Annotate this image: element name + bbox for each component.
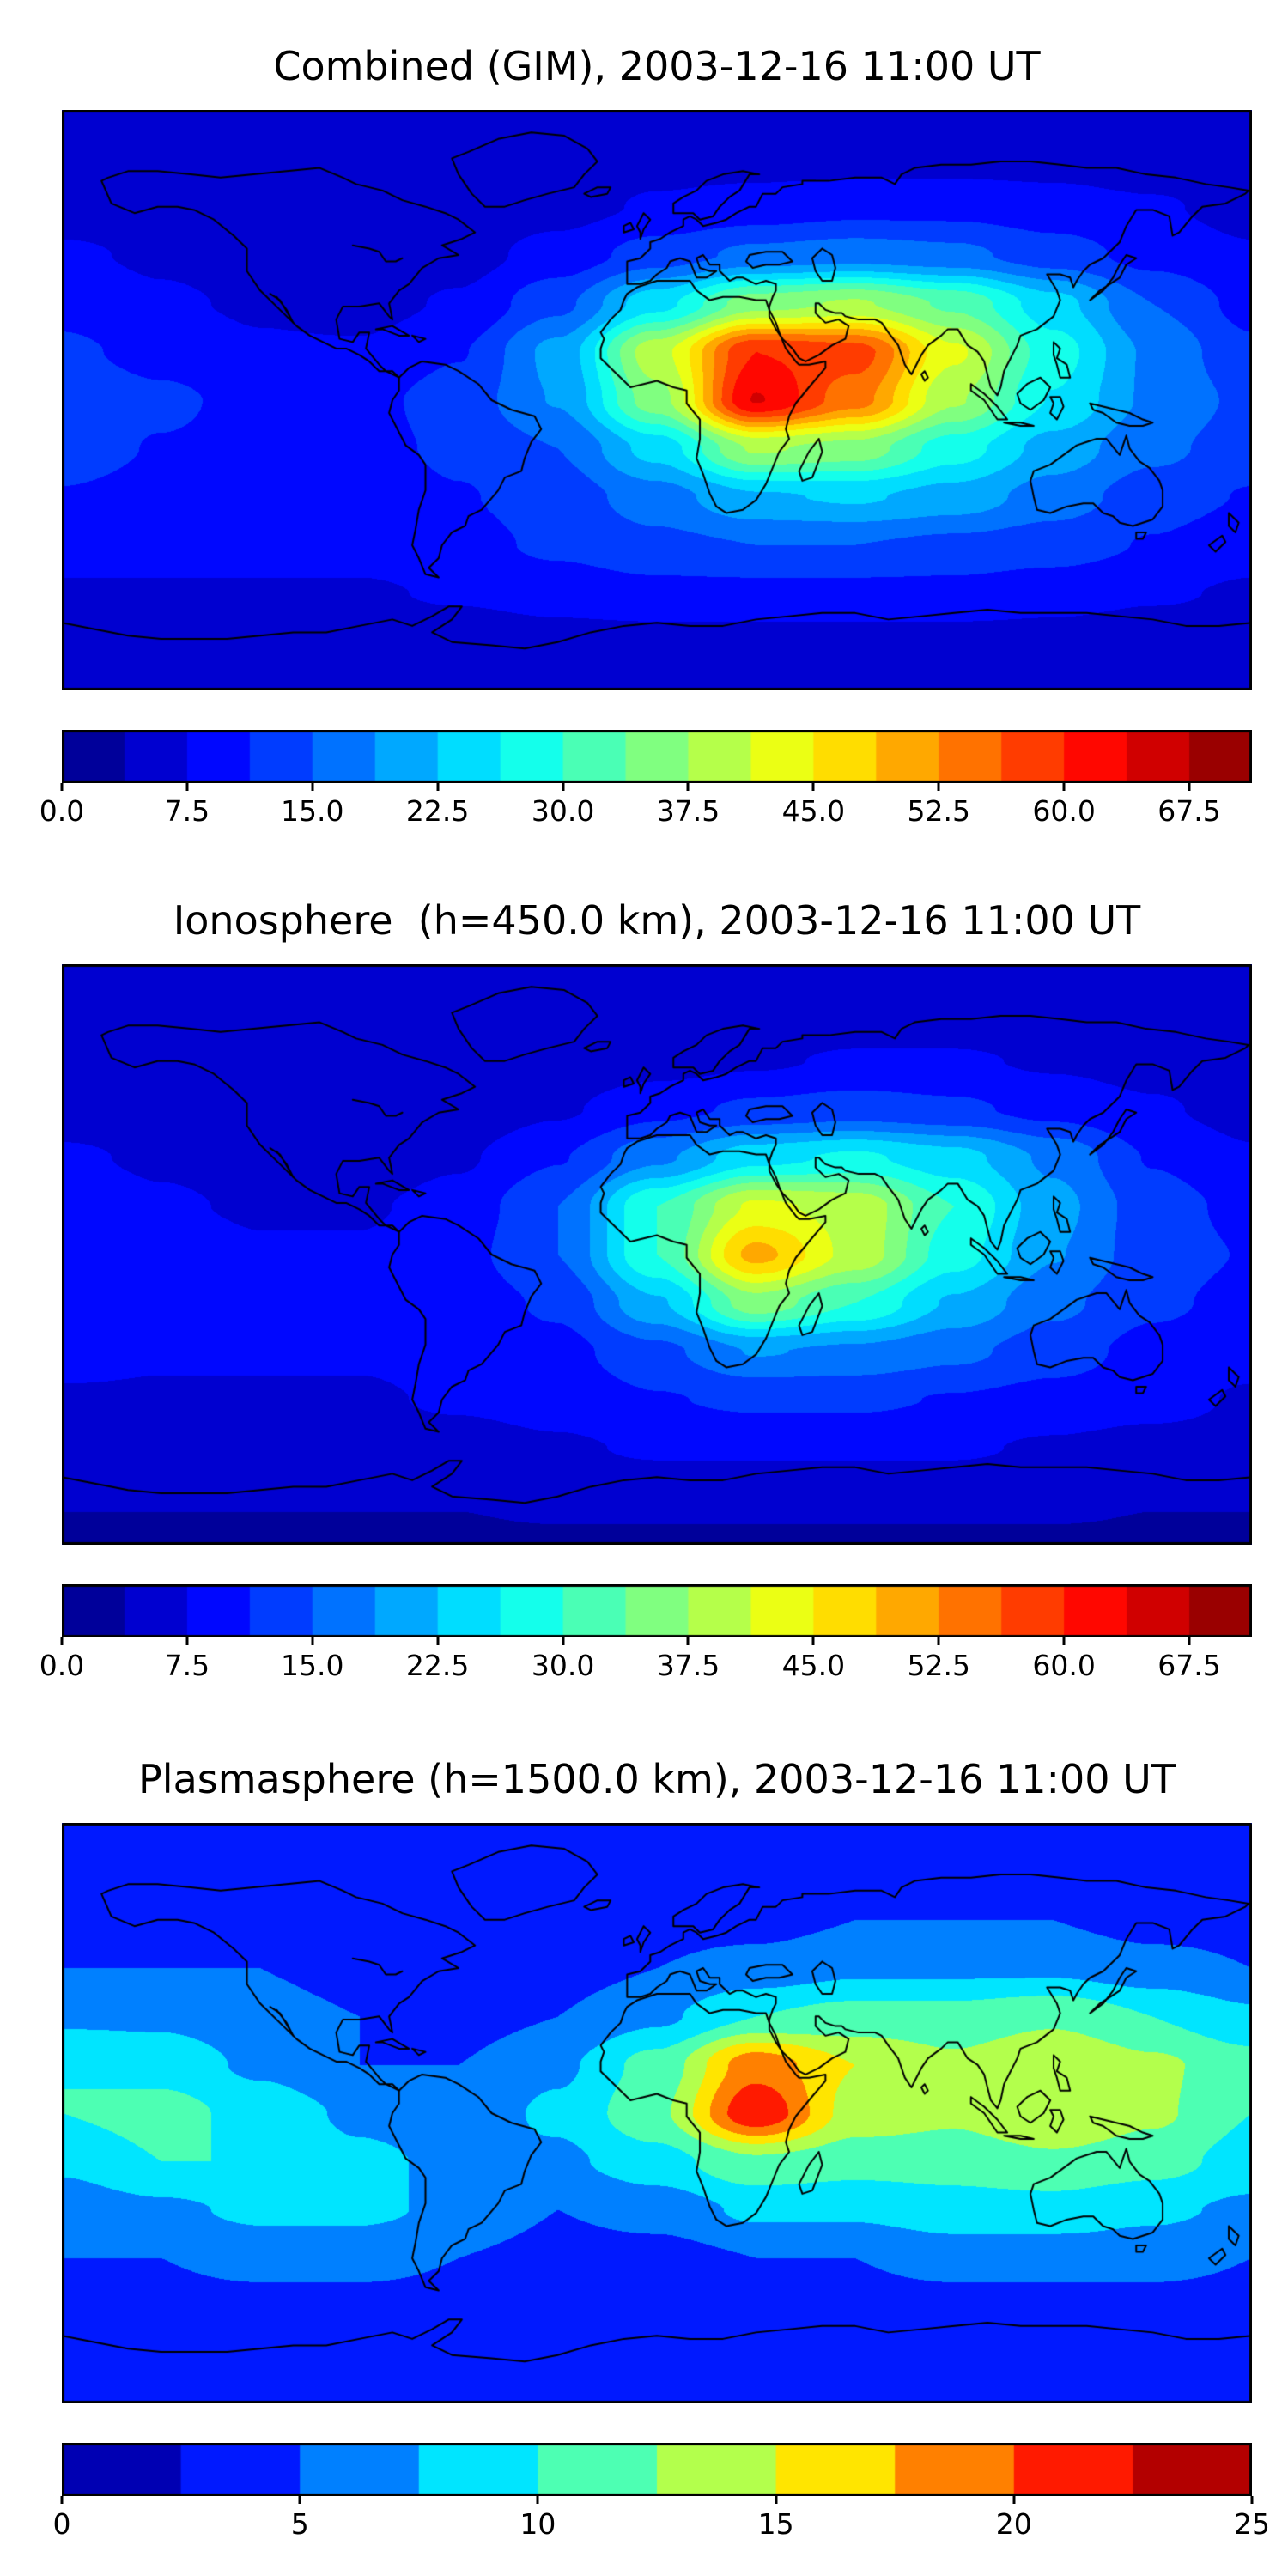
colorbar-tick-label: 45.0 [781, 794, 846, 828]
colorbar-tick-mark [1188, 1637, 1191, 1645]
colorbar-tick-mark [562, 783, 565, 791]
colorbar-tick-label: 22.5 [405, 1649, 470, 1682]
colorbar-tick-mark [311, 783, 314, 791]
colorbar-tick-mark [436, 1637, 440, 1645]
colorbar-tick-label: 5 [290, 2507, 309, 2541]
colorbar-tick-mark [311, 1637, 314, 1645]
colorbar-tick-mark [185, 1637, 189, 1645]
colorbar-tick-mark [436, 783, 440, 791]
colorbar-tick-mark [60, 783, 64, 791]
colorbar-ionosphere [62, 1584, 1252, 1637]
colorbar-ticks-plasmasphere: 0 5 10 15 20 25 [53, 2496, 1270, 2556]
colorbar-tick-label: 10 [519, 2507, 556, 2541]
colorbar-tick-label: 52.5 [907, 1649, 970, 1682]
colorbar-tick-label: 45.0 [781, 1649, 846, 1682]
colorbar-tick-label: 0.0 [39, 794, 85, 828]
map-canvas-ionosphere [62, 964, 1252, 1545]
colorbar-tick-label: 30.0 [531, 1649, 595, 1682]
colorbar-tick-label: 0.0 [39, 1649, 85, 1682]
colorbar-tick-mark [811, 783, 815, 791]
colorbar-tick-mark [1062, 1637, 1066, 1645]
colorbar-tick-mark [298, 2496, 301, 2504]
colorbar-tick-label: 52.5 [907, 794, 970, 828]
colorbar-tick-label: 37.5 [656, 794, 720, 828]
panel-ionosphere: Ionosphere (h=450.0 km), 2003-12-16 11:0… [0, 854, 1288, 1713]
colorbar-plasmasphere [62, 2443, 1252, 2496]
map-canvas-combined [62, 110, 1252, 690]
colorbar-tick-mark [60, 1637, 64, 1645]
map-canvas-plasmasphere [62, 1823, 1252, 2403]
panel-title-ionosphere: Ionosphere (h=450.0 km), 2003-12-16 11:0… [173, 897, 1141, 944]
colorbar-tick-mark [937, 783, 940, 791]
colorbar-tick-mark [1188, 783, 1191, 791]
colorbar-tick-mark [536, 2496, 539, 2504]
colorbar-ticks-ionosphere: 0.0 7.5 15.0 22.5 30.0 37.5 45.0 52.5 60.0 67.5 [39, 1637, 1252, 1698]
colorbar-tick-label: 30.0 [531, 794, 595, 828]
colorbar-tick-label: 7.5 [164, 1649, 210, 1682]
colorbar-tick-mark [686, 1637, 690, 1645]
colorbar-tick-mark [937, 1637, 940, 1645]
colorbar-ticks-combined: 0.0 7.5 15.0 22.5 30.0 37.5 45.0 52.5 60.0 67.5 [39, 783, 1252, 843]
colorbar-tick-label: 22.5 [405, 794, 470, 828]
panel-title-plasmasphere: Plasmasphere (h=1500.0 km), 2003-12-16 1… [138, 1756, 1176, 1802]
colorbar-tick-label: 25 [1234, 2507, 1270, 2541]
colorbar-tick-mark [60, 2496, 64, 2504]
colorbar-tick-mark [1250, 2496, 1254, 2504]
panel-plasmasphere: Plasmasphere (h=1500.0 km), 2003-12-16 1… [0, 1713, 1288, 2572]
colorbar-tick-label: 7.5 [164, 794, 210, 828]
colorbar-tick-mark [775, 2496, 778, 2504]
colorbar-tick-label: 67.5 [1157, 1649, 1221, 1682]
colorbar-tick-label: 0 [52, 2507, 71, 2541]
colorbar-tick-mark [811, 1637, 815, 1645]
colorbar-combined [62, 730, 1252, 783]
colorbar-tick-label: 60.0 [1032, 794, 1096, 828]
colorbar-tick-label: 15 [757, 2507, 794, 2541]
colorbar-tick-mark [1062, 783, 1066, 791]
colorbar-tick-label: 15.0 [281, 794, 344, 828]
colorbar-tick-mark [1012, 2496, 1016, 2504]
panel-combined: Combined (GIM), 2003-12-16 11:00 UT 0.0 7… [0, 0, 1288, 859]
colorbar-tick-mark [686, 783, 690, 791]
colorbar-tick-label: 67.5 [1157, 794, 1221, 828]
colorbar-tick-label: 60.0 [1032, 1649, 1096, 1682]
colorbar-tick-label: 37.5 [656, 1649, 720, 1682]
colorbar-tick-mark [185, 783, 189, 791]
panel-title-combined: Combined (GIM), 2003-12-16 11:00 UT [273, 43, 1041, 89]
colorbar-tick-mark [562, 1637, 565, 1645]
colorbar-tick-label: 15.0 [281, 1649, 344, 1682]
colorbar-tick-label: 20 [995, 2507, 1032, 2541]
